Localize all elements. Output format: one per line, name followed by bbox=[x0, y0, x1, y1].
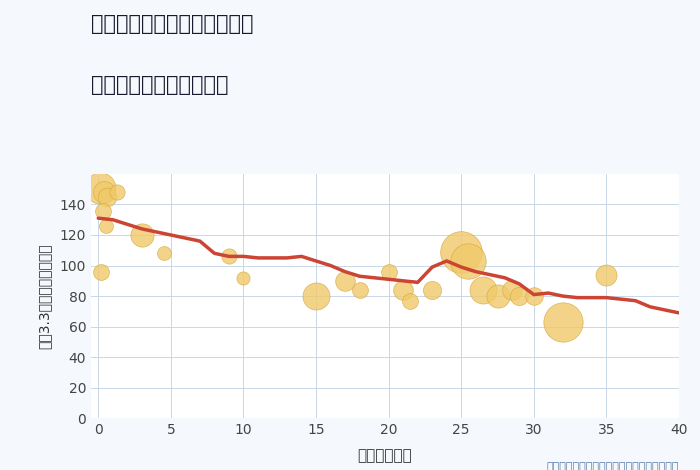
Text: 兵庫県神戸市須磨区南落合の: 兵庫県神戸市須磨区南落合の bbox=[91, 14, 253, 34]
Point bbox=[601, 271, 612, 278]
Text: 円の大きさは、取引のあった物件面積を示す: 円の大きさは、取引のあった物件面積を示す bbox=[547, 462, 679, 470]
Point bbox=[96, 268, 107, 275]
Point bbox=[310, 292, 321, 300]
Point bbox=[97, 207, 108, 214]
Point bbox=[383, 268, 394, 275]
Point bbox=[102, 193, 113, 201]
Point bbox=[528, 292, 540, 300]
Point bbox=[158, 250, 169, 257]
Point bbox=[94, 184, 105, 191]
Point bbox=[111, 188, 122, 196]
Point bbox=[99, 188, 110, 196]
Point bbox=[477, 286, 489, 294]
Point bbox=[398, 286, 409, 294]
Point bbox=[223, 253, 235, 260]
Point bbox=[426, 286, 438, 294]
Point bbox=[405, 297, 416, 305]
Point bbox=[100, 222, 111, 229]
Point bbox=[463, 257, 474, 265]
Point bbox=[136, 231, 148, 239]
X-axis label: 築年数（年）: 築年数（年） bbox=[358, 448, 412, 463]
Point bbox=[456, 248, 467, 256]
Y-axis label: 坪（3.3㎡）単価（万円）: 坪（3.3㎡）単価（万円） bbox=[37, 243, 51, 349]
Point bbox=[514, 292, 525, 300]
Point bbox=[506, 286, 517, 294]
Point bbox=[340, 277, 351, 284]
Point bbox=[354, 286, 365, 294]
Point bbox=[557, 318, 568, 326]
Text: 築年数別中古戸建て価格: 築年数別中古戸建て価格 bbox=[91, 75, 228, 95]
Point bbox=[492, 292, 503, 300]
Point bbox=[238, 274, 249, 282]
